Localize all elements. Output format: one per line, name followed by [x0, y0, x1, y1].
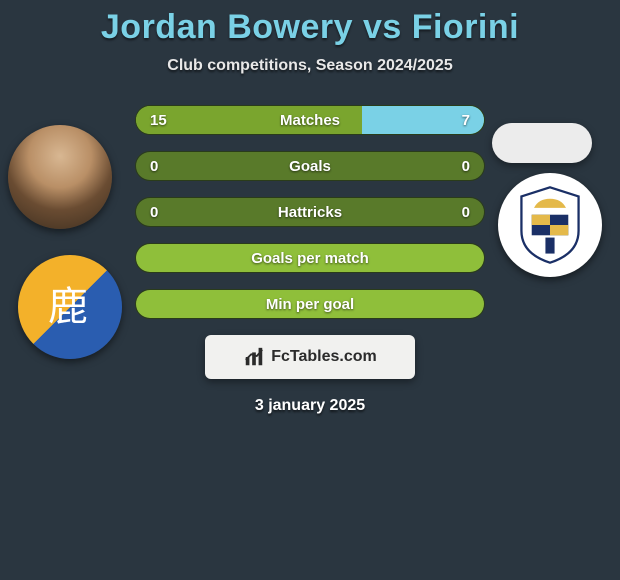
stat-label: Goals per match	[251, 250, 369, 267]
page-title: Jordan Bowery vs Fiorini	[0, 0, 620, 47]
stat-row-matches: 15 Matches 7	[135, 105, 485, 135]
stat-value-left: 0	[150, 204, 158, 221]
stat-label: Min per goal	[266, 296, 354, 313]
stat-row-goals-per-match: Goals per match	[135, 243, 485, 273]
crest-icon	[515, 185, 585, 265]
date-label: 3 january 2025	[0, 397, 620, 415]
club-right-badge	[498, 173, 602, 277]
stat-row-goals: 0 Goals 0	[135, 151, 485, 181]
source-badge: FcTables.com	[205, 335, 415, 379]
stat-value-left: 0	[150, 158, 158, 175]
player-left-photo	[8, 125, 112, 229]
stat-label: Goals	[289, 158, 331, 175]
chart-icon	[243, 346, 265, 368]
stat-value-left: 15	[150, 112, 167, 129]
comparison-panel: 鹿 15 Matches 7 0 Goals 0 0	[0, 105, 620, 415]
club-left-badge: 鹿	[18, 255, 122, 359]
stat-row-min-per-goal: Min per goal	[135, 289, 485, 319]
subtitle: Club competitions, Season 2024/2025	[0, 57, 620, 75]
stat-row-hattricks: 0 Hattricks 0	[135, 197, 485, 227]
stat-value-right: 0	[462, 204, 470, 221]
stat-label: Hattricks	[278, 204, 342, 221]
stat-bars: 15 Matches 7 0 Goals 0 0 Hattricks 0 Goa…	[135, 105, 485, 319]
player-right-photo-placeholder	[492, 123, 592, 163]
stag-icon: 鹿	[48, 274, 88, 332]
source-label: FcTables.com	[271, 348, 377, 366]
stat-label: Matches	[280, 112, 340, 129]
stat-value-right: 0	[462, 158, 470, 175]
stat-value-right: 7	[462, 112, 470, 129]
